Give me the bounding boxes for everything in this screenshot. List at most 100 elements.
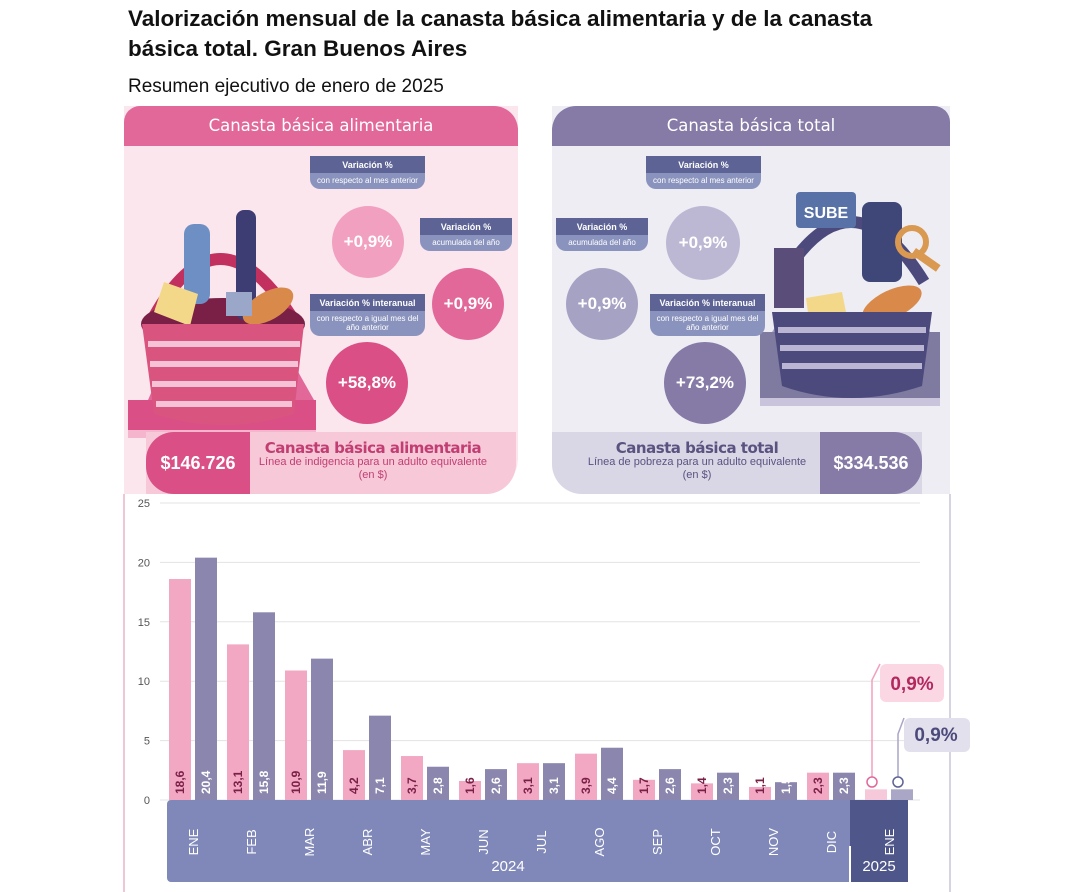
bar-label-cbt: 7,1 bbox=[373, 777, 387, 794]
bar-cbt-10 bbox=[717, 772, 739, 800]
x-tick-label: ENE bbox=[882, 828, 897, 855]
y-tick-label: 5 bbox=[144, 736, 150, 748]
bar-cbt-4 bbox=[369, 715, 391, 800]
cbt-var-acum-bubble: +0,9% bbox=[566, 268, 638, 340]
bar-cba-11 bbox=[749, 786, 771, 800]
cba-footer-text: Canasta básica alimentaria Línea de indi… bbox=[258, 439, 488, 482]
cba-var-mensual-tag: Variación % con respecto al mes anterior bbox=[310, 156, 425, 189]
bar-cbt-7 bbox=[543, 763, 565, 800]
bar-cba-8 bbox=[575, 753, 597, 800]
bar-cba-3 bbox=[285, 670, 307, 800]
cbt-var-mensual-tag: Variación % con respecto al mes anterior bbox=[646, 156, 761, 189]
cbt-footer-name: Canasta básica total bbox=[615, 439, 779, 457]
bar-label-cba: 3,1 bbox=[521, 777, 535, 794]
x-tick-label: AGO bbox=[592, 828, 607, 857]
cbt-var-acum-tag: Variación % acumulada del año bbox=[556, 218, 648, 251]
cba-price: $146.726 bbox=[146, 432, 250, 494]
bar-label-cbt: 2,6 bbox=[489, 777, 503, 794]
cba-footer-desc: Línea de indigencia para un adulto equiv… bbox=[258, 456, 488, 481]
x-axis-band bbox=[167, 800, 908, 882]
year-label-2025: 2025 bbox=[862, 858, 895, 875]
bar-label-cba: 2,3 bbox=[811, 777, 825, 794]
bar-cba-4 bbox=[343, 750, 365, 800]
x-tick-label: JUN bbox=[476, 829, 491, 854]
cba-var-mensual-bubble: +0,9% bbox=[332, 206, 404, 278]
bar-label-cbt: 20,4 bbox=[199, 770, 213, 794]
x-tick-label: SEP bbox=[650, 829, 665, 855]
year-label-2024: 2024 bbox=[491, 858, 524, 875]
bar-cbt-6 bbox=[485, 769, 507, 800]
x-tick-label: MAR bbox=[302, 828, 317, 857]
cbt-footer-desc: Línea de pobreza para un adulto equivale… bbox=[587, 456, 807, 481]
bar-cba-2 bbox=[227, 644, 249, 800]
cba-var-inter-tag: Variación % interanual con respecto a igu… bbox=[310, 294, 425, 336]
cba-heading: Canasta básica alimentaria bbox=[124, 106, 518, 146]
cba-var-acum-tag: Variación % acumulada del año bbox=[420, 218, 512, 251]
bar-label-cbt: 3,1 bbox=[547, 777, 561, 794]
bar-cba-12 bbox=[807, 772, 829, 800]
bar-cba-9 bbox=[633, 779, 655, 800]
bar-label-cba: 13,1 bbox=[231, 770, 245, 794]
callout-dot-cbt bbox=[892, 776, 904, 788]
callout-line-cba bbox=[871, 663, 881, 778]
sube-card-text: SUBE bbox=[804, 205, 849, 222]
callout-box-cbt bbox=[904, 718, 970, 752]
y-tick-label: 25 bbox=[138, 498, 150, 510]
bar-label-cbt: 2,8 bbox=[431, 777, 445, 794]
cba-footer-name: Canasta básica alimentaria bbox=[264, 439, 482, 457]
food-basket-icon bbox=[128, 210, 316, 438]
bar-label-cbt: 2,3 bbox=[837, 777, 851, 794]
callout-value-cbt: 0,9% bbox=[914, 725, 957, 746]
cbt-var-mensual-bubble: +0,9% bbox=[666, 206, 740, 280]
x-tick-label: MAY bbox=[418, 828, 433, 856]
callout-dot-cba bbox=[866, 776, 878, 788]
cbt-price: $334.536 bbox=[820, 432, 922, 494]
bar-cba-7 bbox=[517, 763, 539, 800]
page-subtitle: Resumen ejecutivo de enero de 2025 bbox=[128, 76, 444, 97]
bar-label-cbt: 1,5 bbox=[779, 777, 793, 794]
bar-cbt-12 bbox=[833, 772, 855, 800]
x-tick-label: ABR bbox=[360, 829, 375, 856]
x-tick-label: JUL bbox=[534, 830, 549, 853]
bar-label-cba: 1,4 bbox=[695, 777, 709, 794]
bar-cbt-8 bbox=[601, 747, 623, 800]
bar-label-cba: 1,6 bbox=[463, 777, 477, 794]
bar-cbt-5 bbox=[427, 766, 449, 800]
bar-label-cba: 3,7 bbox=[405, 777, 419, 794]
cbt-panel: Canasta básica total SUBE Variación % con… bbox=[552, 106, 950, 494]
bar-label-cbt: 15,8 bbox=[257, 770, 271, 794]
x-tick-label: DIC bbox=[824, 831, 839, 853]
bar-cbt-9 bbox=[659, 769, 681, 800]
callout-box-cba bbox=[880, 664, 944, 702]
y-tick-label: 0 bbox=[144, 795, 150, 807]
y-tick-label: 20 bbox=[138, 557, 150, 569]
bar-cbt-13 bbox=[891, 789, 913, 800]
bar-label-cba: 3,9 bbox=[579, 777, 593, 794]
callout-value-cba: 0,9% bbox=[890, 674, 933, 695]
bar-cba-13 bbox=[865, 789, 887, 800]
bar-cba-10 bbox=[691, 783, 713, 800]
cbt-footer-text: Canasta básica total Línea de pobreza pa… bbox=[582, 439, 812, 482]
cbt-heading: Canasta básica total bbox=[552, 106, 950, 146]
bar-label-cbt: 2,3 bbox=[721, 777, 735, 794]
y-tick-label: 15 bbox=[138, 617, 150, 629]
x-axis-band-2025 bbox=[850, 800, 908, 882]
bar-cba-1 bbox=[169, 579, 191, 800]
bar-label-cba: 1,7 bbox=[637, 777, 651, 794]
x-tick-label: NOV bbox=[766, 828, 781, 857]
bar-cbt-1 bbox=[195, 557, 217, 800]
bar-cbt-3 bbox=[311, 658, 333, 800]
bar-cbt-2 bbox=[253, 612, 275, 800]
bar-label-cbt: 2,6 bbox=[663, 777, 677, 794]
goods-basket-icon: SUBE bbox=[760, 192, 941, 406]
bar-label-cba: 4,2 bbox=[347, 777, 361, 794]
x-tick-label: OCT bbox=[708, 828, 723, 856]
bar-label-cba: 1,1 bbox=[753, 777, 767, 794]
page-title: Valorización mensual de la canasta básic… bbox=[128, 6, 873, 61]
bar-cba-6 bbox=[459, 780, 481, 800]
bar-label-cbt: 4,4 bbox=[605, 777, 619, 794]
cbt-var-inter-tag: Variación % interanual con respecto a igu… bbox=[650, 294, 765, 336]
y-tick-label: 10 bbox=[138, 676, 150, 688]
cbt-var-inter-bubble: +73,2% bbox=[664, 342, 746, 424]
